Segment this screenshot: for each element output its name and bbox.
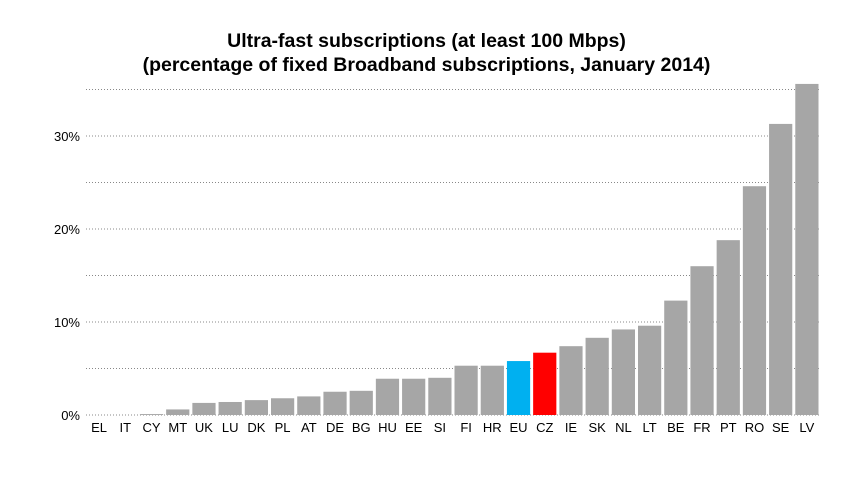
bar-lt <box>638 325 662 415</box>
bar-uk <box>192 402 216 415</box>
x-tick-label: EL <box>91 420 107 435</box>
x-tick-label: PT <box>720 420 737 435</box>
x-tick-label: CZ <box>536 420 553 435</box>
y-tick-label: 0% <box>61 408 80 423</box>
bar-lv <box>795 83 819 416</box>
x-tick-label: PL <box>275 420 291 435</box>
x-tick-label: RO <box>745 420 765 435</box>
x-tick-label: DK <box>247 420 265 435</box>
chart-subtitle: (percentage of fixed Broadband subscript… <box>142 54 711 76</box>
bar-lu <box>218 401 242 415</box>
bar-de <box>323 391 347 415</box>
x-tick-label: SI <box>434 420 446 435</box>
bar-se <box>769 123 793 415</box>
y-tick-label: 20% <box>54 222 80 237</box>
y-tick-label: 10% <box>54 315 80 330</box>
x-tick-label: LU <box>222 420 239 435</box>
x-tick-label: MT <box>168 420 187 435</box>
x-tick-label: CY <box>143 420 161 435</box>
bar-ie <box>559 346 583 415</box>
bar-fr <box>690 266 714 415</box>
x-tick-label: FR <box>693 420 710 435</box>
x-tick-label: LT <box>642 420 656 435</box>
bar-cz <box>533 352 557 415</box>
bar-dk <box>244 400 268 415</box>
bar-si <box>428 377 452 415</box>
chart-title: Ultra-fast subscriptions (at least 100 M… <box>227 30 626 52</box>
y-tick-label: 30% <box>54 129 80 144</box>
x-tick-label: IE <box>565 420 578 435</box>
bar-fi <box>454 365 478 415</box>
x-tick-label: HU <box>378 420 397 435</box>
x-tick-label: SK <box>589 420 607 435</box>
x-tick-label: UK <box>195 420 213 435</box>
bar-be <box>664 300 688 415</box>
bar-bg <box>349 390 373 415</box>
x-tick-label: DE <box>326 420 344 435</box>
bar-mt <box>166 409 190 415</box>
bar-hu <box>375 378 400 415</box>
x-tick-label: FI <box>460 420 472 435</box>
bar-at <box>297 396 321 415</box>
x-tick-label: HR <box>483 420 502 435</box>
bar-cy <box>139 414 164 415</box>
x-tick-label: EU <box>510 420 528 435</box>
x-tick-label: AT <box>301 420 317 435</box>
x-tick-label: BG <box>352 420 371 435</box>
bar-sk <box>585 337 609 415</box>
bar-ro <box>742 186 767 415</box>
bar-ee <box>402 378 426 415</box>
bar-nl <box>611 329 635 415</box>
x-tick-label: LV <box>799 420 814 435</box>
bar-hr <box>480 365 504 415</box>
x-tick-label: BE <box>667 420 685 435</box>
x-tick-label: NL <box>615 420 632 435</box>
x-tick-label: EE <box>405 420 423 435</box>
bar-eu <box>506 361 531 415</box>
bar-pl <box>271 398 295 415</box>
x-tick-label: IT <box>120 420 132 435</box>
x-tick-label: SE <box>772 420 790 435</box>
bar-pt <box>716 240 740 415</box>
